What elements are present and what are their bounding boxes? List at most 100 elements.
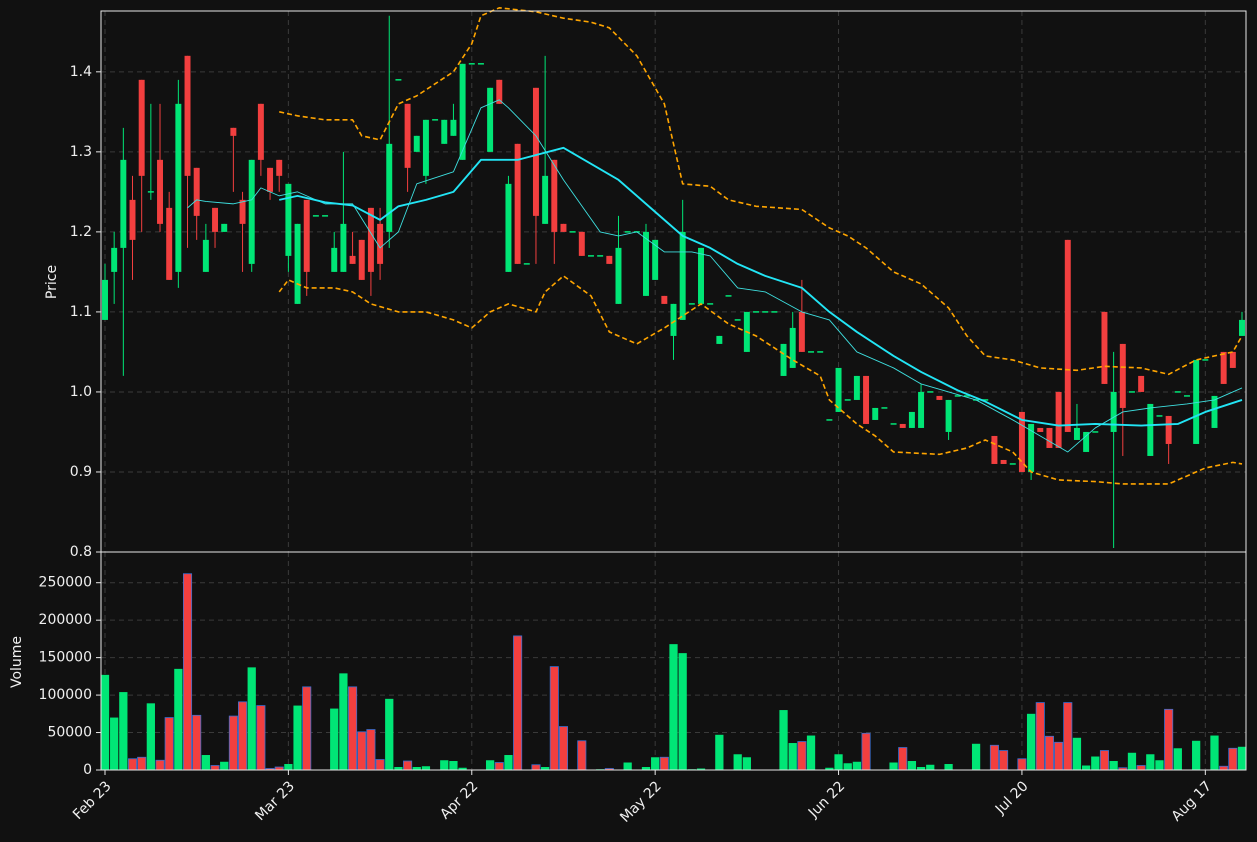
y-tick-label: 0.8: [70, 544, 92, 560]
candle-body: [111, 247, 118, 272]
candle-body: [872, 407, 879, 420]
volume-tick-label: 100000: [39, 687, 92, 703]
volume-bar: [1136, 765, 1146, 771]
candle-body: [982, 399, 989, 401]
candle-body: [753, 311, 760, 313]
candle-body: [1165, 415, 1172, 444]
volume-bar: [1192, 740, 1201, 770]
volume-bar: [733, 754, 742, 770]
volume-bar: [357, 731, 367, 771]
volume-bar: [146, 703, 155, 770]
volume-bar: [1054, 741, 1064, 771]
candle-body: [147, 191, 154, 193]
volume-bar: [440, 760, 449, 770]
candle-body: [1037, 427, 1044, 432]
volume-bar: [192, 714, 202, 771]
candle-body: [945, 399, 952, 432]
candle-body: [1055, 391, 1062, 448]
candle-body: [450, 119, 457, 136]
candle-body: [899, 423, 906, 428]
volume-bar: [779, 710, 788, 770]
candle-body: [707, 303, 714, 305]
volume-bar: [1228, 747, 1238, 771]
candle-body: [285, 183, 292, 256]
volume-bar: [330, 708, 339, 770]
candle-body: [221, 223, 228, 232]
volume-bar: [1081, 765, 1091, 770]
volume-bar: [623, 762, 632, 770]
candle-body: [927, 391, 934, 393]
volume-bar: [1155, 760, 1164, 770]
volume-bar: [889, 762, 898, 770]
candle-body: [166, 207, 173, 280]
candle-body: [624, 231, 631, 233]
candle-body: [129, 199, 136, 240]
candle-body: [826, 419, 833, 421]
candle-body: [532, 87, 539, 216]
y-tick-label: 1.2: [70, 224, 92, 240]
candle-body: [835, 367, 842, 412]
volume-bar: [852, 761, 862, 770]
candle-body: [1028, 423, 1035, 472]
volume-bar: [898, 747, 908, 771]
candle-body: [230, 127, 237, 136]
volume-bar: [1035, 702, 1045, 771]
candle-body: [202, 239, 209, 272]
volume-bar: [651, 757, 660, 770]
candle-body: [349, 255, 356, 264]
volume-bar: [256, 705, 266, 771]
volume-bar: [284, 764, 293, 770]
volume-tick-label: 150000: [39, 650, 92, 666]
candle-body: [1211, 395, 1218, 428]
volume-bar: [127, 758, 138, 771]
volume-bar: [110, 717, 119, 770]
candle-body: [679, 231, 686, 320]
volume-bar: [366, 729, 376, 771]
candle-body: [908, 411, 915, 428]
volume-bar: [412, 767, 421, 770]
candle-body: [551, 159, 558, 232]
candle-body: [1202, 359, 1209, 361]
volume-bar: [549, 666, 559, 771]
candle-body: [698, 247, 704, 304]
volume-tick-label: 50000: [47, 725, 92, 741]
volume-bar: [228, 715, 238, 771]
candle-body: [844, 399, 851, 401]
candle-body: [1220, 351, 1227, 384]
volume-bar: [348, 686, 358, 771]
volume-bar: [174, 668, 183, 770]
volume-bar: [1127, 752, 1137, 770]
candle-body: [303, 199, 310, 272]
candle-body: [1009, 463, 1016, 465]
y-tick-label: 1.4: [70, 64, 92, 80]
candle-body: [477, 63, 484, 65]
volume-bar: [293, 705, 302, 770]
candle-body: [468, 63, 475, 65]
candle-body: [312, 215, 319, 217]
candle-body: [1128, 391, 1135, 393]
volume-bar: [220, 761, 229, 770]
volume-bar: [558, 726, 568, 771]
candle-body: [1073, 427, 1080, 440]
candle-body: [597, 255, 604, 257]
candle-body: [688, 303, 695, 305]
volume-bar: [494, 762, 504, 771]
volume-bar: [182, 573, 193, 771]
candle-body: [184, 55, 191, 176]
volume-bar: [678, 653, 687, 770]
candle-body: [1147, 403, 1154, 456]
volume-bar: [1210, 735, 1219, 770]
candle-body: [1083, 431, 1090, 452]
volume-bar: [302, 686, 312, 771]
volume-bar: [238, 701, 248, 771]
volume-bar: [385, 698, 394, 770]
volume-bar: [449, 761, 458, 770]
candle-body: [991, 435, 998, 464]
candle-body: [661, 295, 668, 304]
candle-body: [1018, 411, 1025, 472]
y-tick-label: 1.0: [70, 384, 92, 400]
volume-bar: [531, 764, 541, 771]
candle-body: [587, 255, 594, 257]
candle-body: [542, 175, 549, 224]
